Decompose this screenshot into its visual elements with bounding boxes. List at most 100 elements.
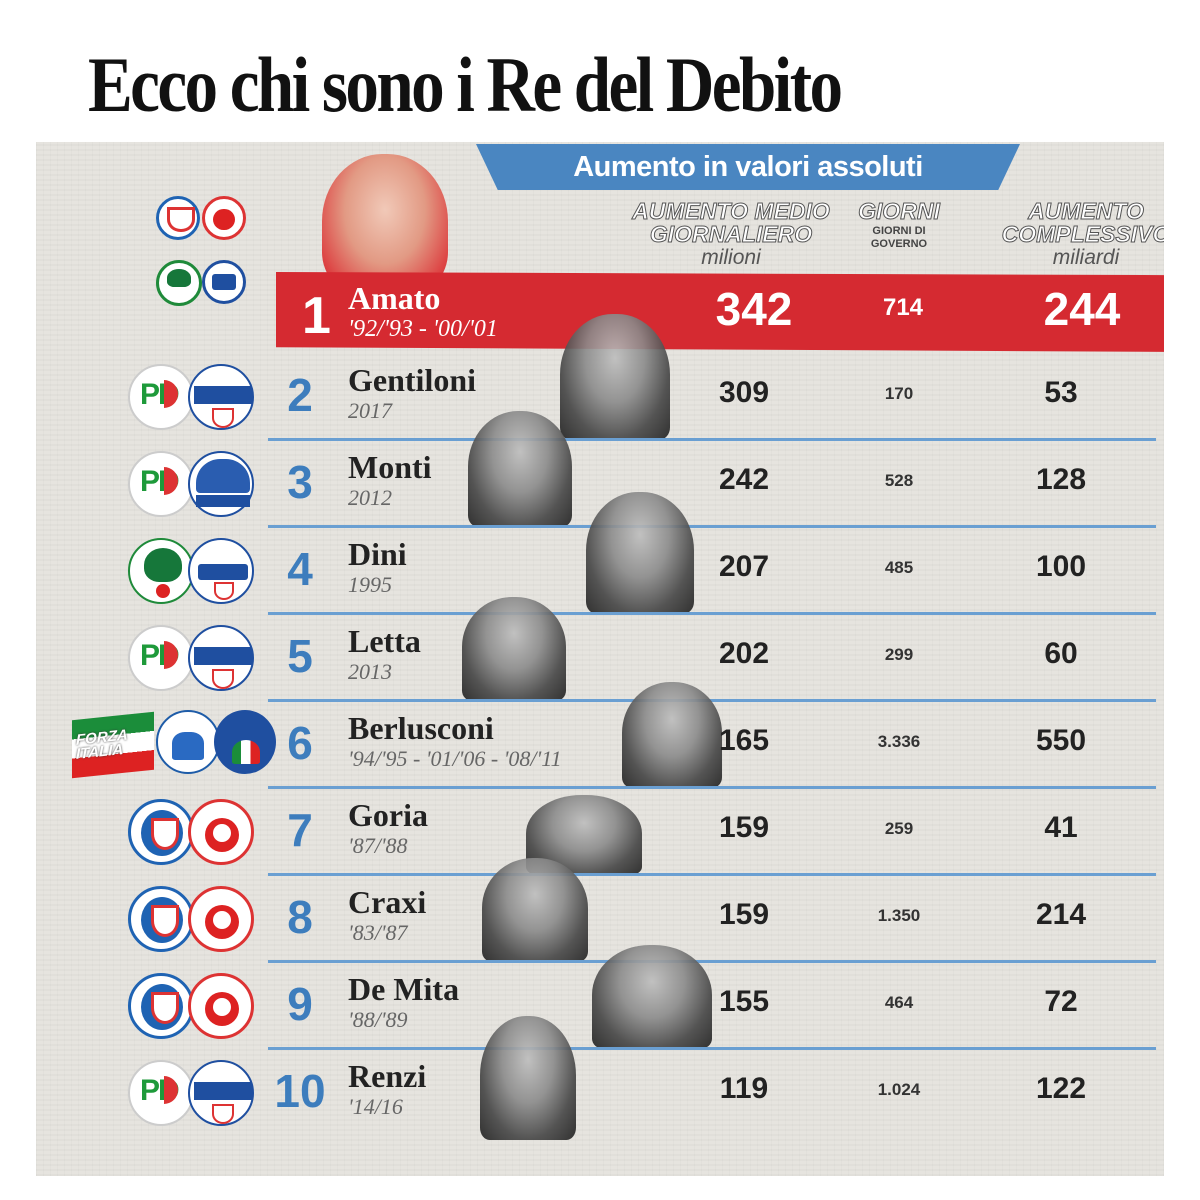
government-years: 2012 — [348, 485, 392, 510]
daily-increase: 342 — [715, 283, 793, 335]
header-daily-increase: AUMENTO MEDIO GIORNALIERO milioni — [626, 198, 836, 268]
party-logos — [72, 710, 276, 782]
popolari-icon — [202, 260, 246, 304]
daily-increase: 242 — [718, 463, 770, 496]
days-in-government: 3.336 — [877, 732, 921, 751]
days-in-government: 259 — [884, 819, 914, 838]
total-increase: 100 — [1035, 550, 1087, 583]
rank: 6 — [287, 717, 313, 769]
daily-increase: 119 — [719, 1072, 769, 1105]
government-years: '14/16 — [348, 1094, 403, 1119]
craxi-portrait — [482, 858, 588, 962]
header-daily-line2: GIORNALIERO — [649, 221, 813, 247]
lega-nord-icon — [156, 710, 220, 774]
dc-icon — [128, 886, 194, 952]
rank: 7 — [287, 804, 313, 856]
rank: 9 — [287, 978, 313, 1030]
table-row: 9 De Mita '88/'89 155 464 72 — [36, 945, 1164, 1050]
days-in-government: 464 — [884, 993, 914, 1012]
row-divider — [268, 873, 1156, 876]
politician-name: Gentiloni — [348, 362, 477, 398]
politician-name: Craxi — [348, 884, 427, 920]
renzi-portrait — [480, 1016, 576, 1140]
party-logos — [122, 538, 272, 606]
header-days-sub: GIORNI DI GOVERNO — [870, 225, 928, 250]
total-increase: 122 — [1035, 1072, 1087, 1105]
government-years: 2017 — [348, 398, 392, 423]
pds-icon — [156, 260, 202, 306]
pdl-icon — [188, 451, 254, 517]
party-logos — [122, 799, 272, 867]
government-years: '87/'88 — [348, 833, 408, 858]
total-increase: 60 — [1044, 637, 1078, 670]
rank: 8 — [287, 891, 313, 943]
ncd-icon — [188, 1060, 254, 1126]
party-logos — [122, 973, 272, 1041]
politician-name: Goria — [348, 797, 428, 833]
government-years: '88/'89 — [348, 1007, 408, 1032]
total-increase: 72 — [1044, 985, 1078, 1018]
ncd-icon — [188, 625, 254, 691]
psi-icon — [188, 973, 254, 1039]
ranking-panel: Aumento in valori assoluti AUMENTO MEDIO… — [36, 142, 1164, 1176]
header-days-line1: GIORNI — [858, 198, 941, 224]
daily-increase: 159 — [718, 811, 770, 844]
row-divider — [268, 699, 1156, 702]
rank: 1 — [302, 287, 331, 345]
party-logos — [122, 451, 272, 519]
rank: 3 — [287, 456, 313, 508]
rank: 2 — [287, 369, 313, 421]
party-logos — [122, 625, 272, 693]
pd-icon — [128, 625, 194, 691]
leader-row: 1 Amato '92/'93 - '00/'01 342 714 244 — [276, 272, 1164, 352]
row-divider — [268, 612, 1156, 615]
row-divider — [268, 525, 1156, 528]
days-in-government: 714 — [882, 294, 924, 321]
pds-icon — [128, 538, 194, 604]
government-years: '83/'87 — [348, 920, 408, 945]
rank: 10 — [274, 1065, 326, 1117]
total-increase: 214 — [1035, 898, 1087, 931]
row-divider — [268, 1047, 1156, 1050]
dc-icon — [128, 973, 194, 1039]
amato-portrait — [322, 154, 448, 294]
row-divider — [268, 786, 1156, 789]
politician-name: Renzi — [348, 1058, 427, 1094]
daily-increase: 165 — [718, 724, 770, 757]
psi-icon — [188, 886, 254, 952]
daily-increase: 207 — [718, 550, 770, 583]
ncd-icon — [188, 364, 254, 430]
table-row: 7 Goria '87/'88 159 259 41 — [36, 789, 1164, 876]
politician-name: Dini — [348, 536, 407, 572]
daily-increase: 309 — [718, 376, 770, 409]
forza-italia-icon — [72, 711, 154, 779]
table-row: 4 Dini 1995 207 485 100 — [36, 492, 1164, 615]
header-total-unit: miliardi — [1052, 246, 1120, 269]
party-logos — [122, 1060, 272, 1128]
psi-icon — [188, 799, 254, 865]
rank: 4 — [287, 543, 313, 595]
government-years: '94/'95 - '01/'06 - '08/'11 — [348, 746, 562, 771]
table-row: 2 Gentiloni 2017 309 170 53 — [36, 314, 1164, 441]
daily-increase: 155 — [718, 985, 770, 1018]
days-in-government: 528 — [884, 471, 914, 490]
days-in-government: 1.350 — [877, 906, 921, 925]
politician-name: Amato — [348, 280, 441, 316]
berlusconi-portrait — [622, 682, 722, 788]
government-years: '92/'93 - '00/'01 — [348, 316, 498, 342]
header-daily-line1: AUMENTO MEDIO — [632, 198, 831, 224]
row-divider — [268, 438, 1156, 441]
daily-increase: 202 — [718, 637, 770, 670]
days-in-government: 1.024 — [877, 1080, 921, 1099]
pd-icon — [128, 1060, 194, 1126]
pd-icon — [128, 364, 194, 430]
table-row: 6 Berlusconi '94/'95 - '01/'06 - '08/'11… — [36, 682, 1164, 789]
days-in-government: 485 — [884, 558, 914, 577]
politician-name: Monti — [348, 449, 432, 485]
days-in-government: 170 — [884, 384, 914, 403]
page-title: Ecco chi sono i Re del Debito — [88, 41, 843, 128]
psi-icon — [202, 196, 246, 240]
popolari-icon — [188, 538, 254, 604]
dini-portrait — [586, 492, 694, 614]
politician-name: Letta — [348, 623, 421, 659]
